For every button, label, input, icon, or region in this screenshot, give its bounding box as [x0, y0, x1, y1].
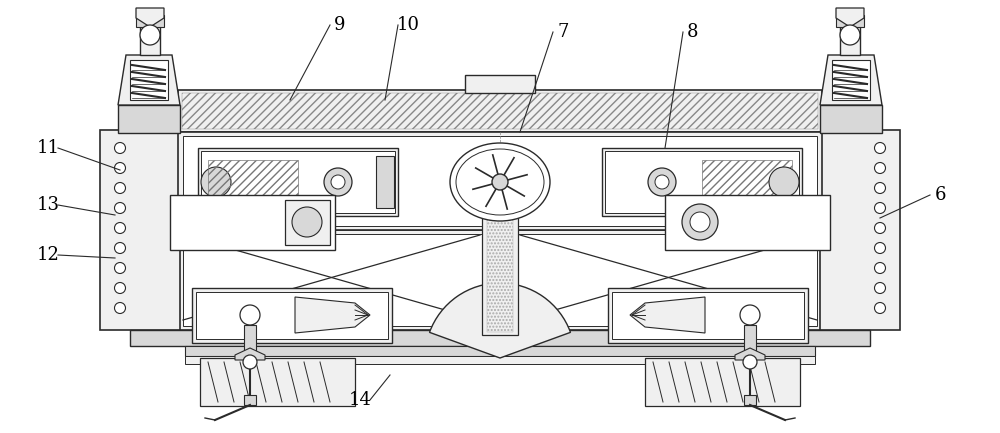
- Circle shape: [682, 204, 718, 240]
- Bar: [100, 130, 180, 330]
- Polygon shape: [735, 348, 765, 360]
- Bar: [178, 230, 822, 330]
- Bar: [487, 218, 513, 332]
- Bar: [196, 292, 388, 339]
- Text: 12: 12: [37, 246, 59, 264]
- Circle shape: [874, 303, 886, 313]
- Circle shape: [740, 305, 760, 325]
- Circle shape: [114, 262, 126, 274]
- Text: 9: 9: [334, 16, 346, 34]
- Bar: [183, 136, 817, 226]
- Bar: [200, 358, 355, 406]
- Bar: [183, 234, 817, 326]
- Text: 8: 8: [687, 23, 699, 41]
- Circle shape: [840, 25, 860, 45]
- Bar: [244, 395, 256, 405]
- Circle shape: [114, 242, 126, 253]
- Circle shape: [874, 242, 886, 253]
- Polygon shape: [630, 297, 705, 333]
- Text: 7: 7: [557, 23, 569, 41]
- Ellipse shape: [292, 207, 322, 237]
- Circle shape: [655, 175, 669, 189]
- Circle shape: [114, 303, 126, 313]
- Bar: [285, 200, 330, 245]
- Circle shape: [114, 223, 126, 233]
- Bar: [182, 93, 818, 129]
- Bar: [178, 90, 822, 132]
- Bar: [201, 151, 395, 213]
- Bar: [612, 292, 804, 339]
- Circle shape: [492, 174, 508, 190]
- Circle shape: [874, 282, 886, 294]
- Circle shape: [114, 162, 126, 174]
- Bar: [185, 346, 815, 356]
- Circle shape: [114, 182, 126, 194]
- Circle shape: [243, 355, 257, 369]
- Text: 14: 14: [349, 391, 371, 409]
- Bar: [170, 195, 335, 250]
- Bar: [178, 132, 822, 230]
- Bar: [376, 156, 394, 208]
- Bar: [130, 60, 168, 100]
- Wedge shape: [430, 283, 570, 358]
- Circle shape: [114, 142, 126, 154]
- Circle shape: [201, 167, 231, 197]
- Bar: [136, 15, 164, 27]
- Circle shape: [114, 282, 126, 294]
- Circle shape: [743, 355, 757, 369]
- Bar: [840, 20, 860, 55]
- Circle shape: [874, 262, 886, 274]
- Circle shape: [140, 25, 160, 45]
- Circle shape: [874, 223, 886, 233]
- Bar: [605, 151, 799, 213]
- Bar: [140, 20, 160, 55]
- Circle shape: [648, 168, 676, 196]
- Circle shape: [874, 203, 886, 213]
- Ellipse shape: [456, 149, 544, 215]
- Text: 13: 13: [36, 196, 60, 214]
- Ellipse shape: [450, 143, 550, 221]
- Bar: [198, 148, 398, 216]
- Bar: [465, 75, 535, 93]
- Circle shape: [690, 212, 710, 232]
- Polygon shape: [820, 55, 882, 105]
- Bar: [836, 15, 864, 27]
- Bar: [744, 395, 756, 405]
- Bar: [118, 105, 180, 133]
- Circle shape: [240, 305, 260, 325]
- Circle shape: [874, 182, 886, 194]
- Polygon shape: [136, 8, 164, 27]
- Polygon shape: [118, 55, 180, 105]
- Bar: [608, 288, 808, 343]
- Polygon shape: [295, 297, 370, 333]
- Circle shape: [114, 203, 126, 213]
- Bar: [832, 60, 870, 100]
- Bar: [702, 160, 792, 204]
- Circle shape: [331, 175, 345, 189]
- Circle shape: [324, 168, 352, 196]
- Bar: [820, 105, 882, 133]
- Bar: [820, 130, 900, 330]
- Text: 10: 10: [396, 16, 420, 34]
- Polygon shape: [235, 348, 265, 360]
- Polygon shape: [836, 8, 864, 27]
- Text: 11: 11: [36, 139, 60, 157]
- Bar: [192, 288, 392, 343]
- Circle shape: [874, 142, 886, 154]
- Bar: [130, 330, 870, 346]
- Bar: [665, 195, 830, 250]
- Circle shape: [769, 167, 799, 197]
- Bar: [482, 215, 518, 335]
- Bar: [244, 325, 256, 360]
- Bar: [645, 358, 800, 406]
- Bar: [185, 356, 815, 364]
- Bar: [602, 148, 802, 216]
- Bar: [208, 160, 298, 204]
- Text: 6: 6: [934, 186, 946, 204]
- Bar: [744, 325, 756, 360]
- Circle shape: [874, 162, 886, 174]
